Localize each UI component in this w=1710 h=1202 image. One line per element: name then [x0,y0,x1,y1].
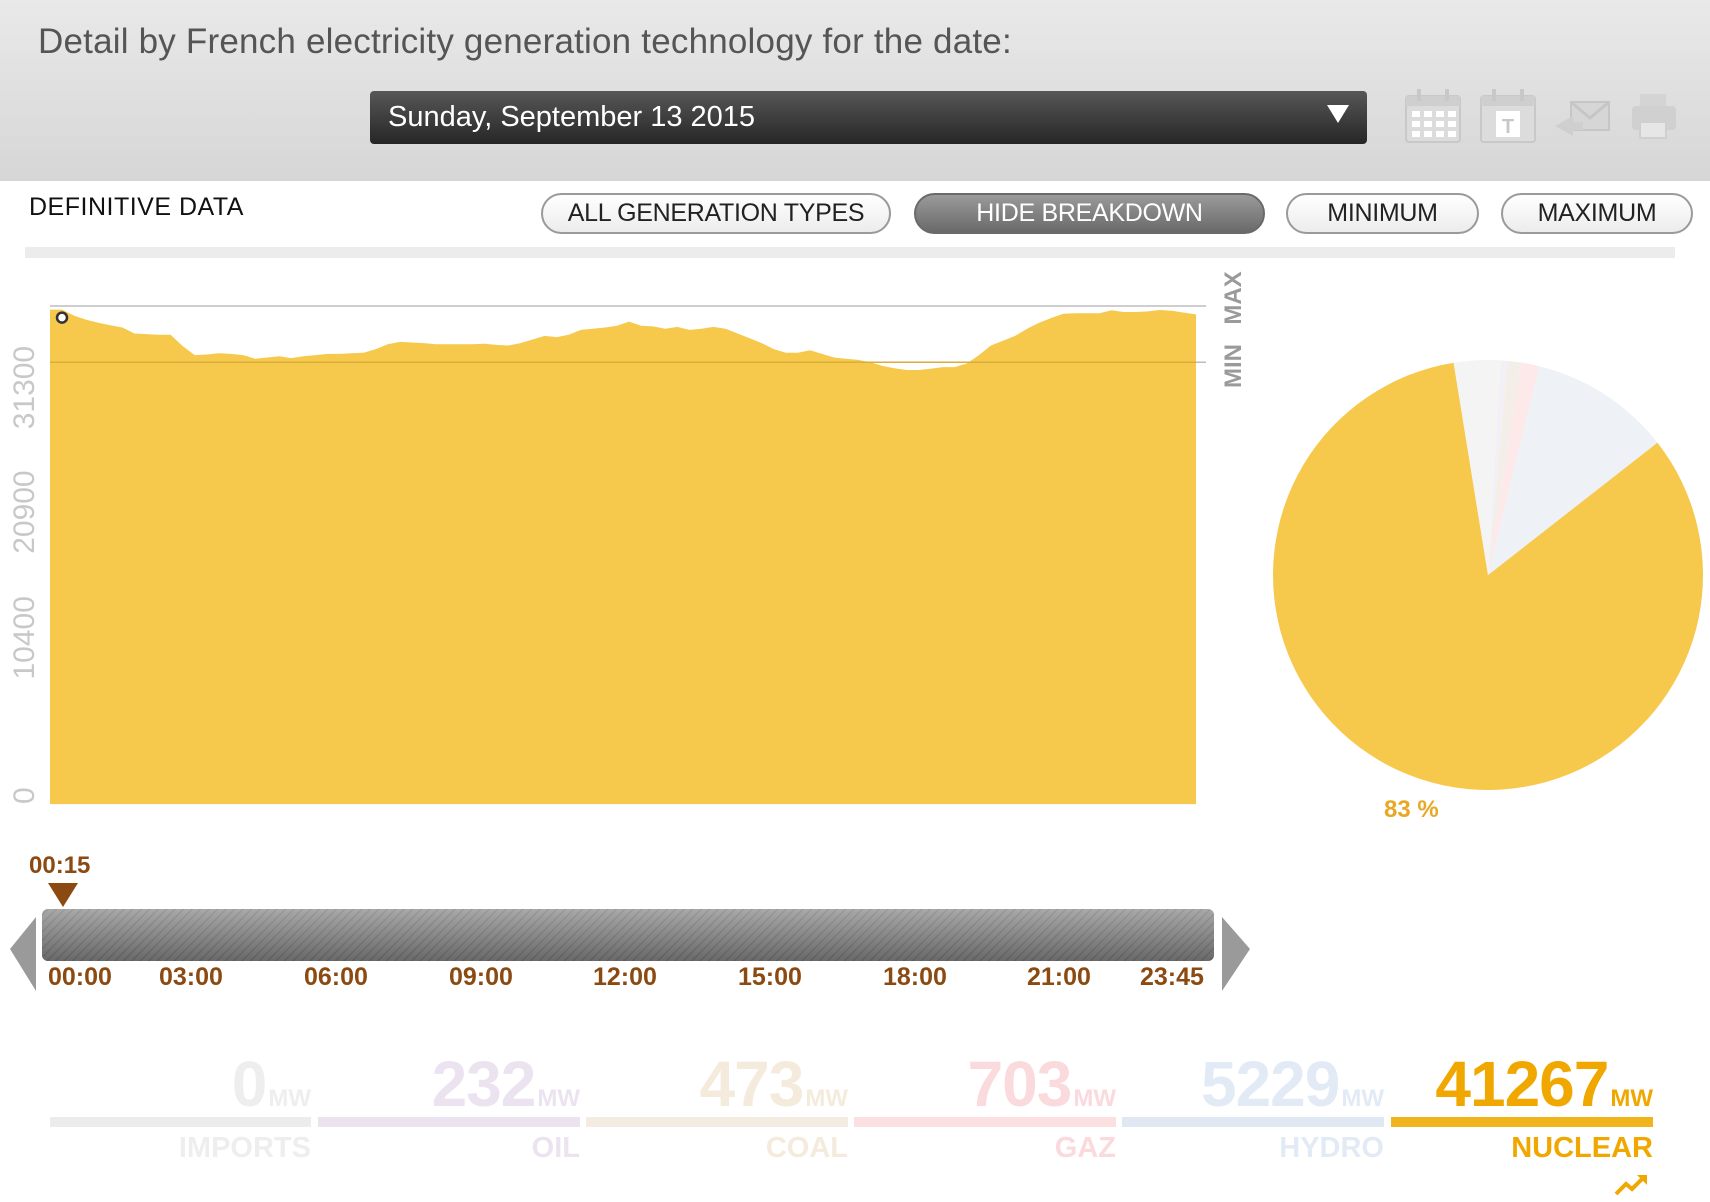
summary-number: 5229 [1200,1048,1340,1120]
hide-breakdown-button[interactable]: HIDE BREAKDOWN [914,193,1265,234]
y-tick-label: 31300 [8,346,41,429]
summary-nuclear[interactable]: 41267MW NUCLEAR [1391,1047,1653,1177]
summary-number: 703 [967,1048,1073,1120]
summary-unit: MW [1610,1085,1653,1112]
pie-slice-nuclear[interactable] [1273,362,1703,790]
summary-hydro[interactable]: 5229MW HYDRO [1122,1047,1384,1177]
y-tick-label: 20900 [8,470,41,553]
timeline-tick-label: 23:45 [1140,963,1204,991]
svg-text:T: T [1502,116,1514,138]
summary-value: 0MW [232,1047,311,1121]
timeline-tick-label: 18:00 [883,963,947,991]
page-title: Detail by French electricity generation … [38,22,1012,61]
timeline-tick-label: 12:00 [593,963,657,991]
timeline-prev-arrow[interactable] [10,917,36,991]
summary-name: COAL [765,1132,848,1164]
pie-slice-oil[interactable] [1488,360,1508,575]
pie-slice-hydro[interactable] [1488,366,1658,575]
summary-color-bar [1122,1117,1384,1127]
header-bar: Detail by French electricity generation … [0,0,1710,181]
summary-unit: MW [1341,1085,1384,1112]
min-label: MIN [1220,344,1247,388]
summary-name: IMPORTS [178,1132,311,1164]
email-icon[interactable] [1553,86,1613,146]
summary-color-bar [586,1117,848,1127]
timeline-tick-label: 21:00 [1027,963,1091,991]
nuclear-area[interactable] [50,309,1196,804]
summary-value: 232MW [432,1047,580,1121]
generation-pie-chart [1273,360,1703,790]
pie-percentage-label: 83 % [1384,796,1439,823]
summary-number: 41267 [1435,1048,1609,1120]
summary-number: 0 [231,1048,268,1120]
summary-name: OIL [531,1132,580,1164]
timeline-next-arrow[interactable] [1222,917,1250,991]
summary-color-bar [1391,1117,1653,1127]
summary-value: 5229MW [1201,1047,1384,1121]
summary-imports[interactable]: 0MW IMPORTS [50,1047,311,1177]
generation-area-chart[interactable]: 0 10400 20900 31300 MIN MAX [0,262,1260,842]
minimum-button[interactable]: MINIMUM [1286,193,1479,234]
timeline-tick-label: 15:00 [738,963,802,991]
time-marker-handle[interactable] [48,883,78,907]
separator [25,247,1675,258]
timeline-tick-label: 09:00 [449,963,513,991]
definitive-data-label: DEFINITIVE DATA [29,193,244,221]
summary-value: 41267MW [1435,1047,1653,1121]
pie-slice-coal[interactable] [1488,360,1521,575]
summary-number: 473 [699,1048,805,1120]
timeline-tick-label: 06:00 [304,963,368,991]
y-tick-label: 0 [8,787,41,804]
timeline-tick-label: 03:00 [159,963,223,991]
timeline-scrubber[interactable] [0,905,1260,995]
pie-slice-other[interactable] [1453,360,1501,575]
today-icon[interactable]: T [1478,86,1538,146]
max-label: MAX [1220,271,1247,324]
calendar-icon[interactable] [1403,86,1463,146]
timeline-tick-label: 00:00 [48,963,112,991]
date-value: Sunday, September 13 2015 [388,101,756,133]
summary-value: 703MW [968,1047,1116,1121]
trend-icon[interactable] [1612,1170,1652,1200]
summary-unit: MW [805,1085,848,1112]
pie-slice-gaz[interactable] [1488,362,1540,575]
summary-color-bar [318,1117,580,1127]
all-generation-types-button[interactable]: ALL GENERATION TYPES [541,193,891,234]
current-point-marker[interactable] [55,311,69,324]
summary-unit: MW [1073,1085,1116,1112]
summary-coal[interactable]: 473MW COAL [586,1047,848,1177]
summary-name: NUCLEAR [1511,1132,1653,1164]
summary-value: 473MW [700,1047,848,1121]
y-tick-label: 10400 [8,596,41,679]
maximum-button[interactable]: MAXIMUM [1501,193,1693,234]
summary-oil[interactable]: 232MW OIL [318,1047,580,1177]
summary-color-bar [854,1117,1116,1127]
date-select[interactable]: Sunday, September 13 2015 [370,91,1367,144]
summary-unit: MW [268,1085,311,1112]
summary-name: GAZ [1054,1132,1116,1164]
summary-color-bar [50,1117,311,1127]
current-time-label: 00:15 [29,852,91,879]
summary-unit: MW [537,1085,580,1112]
summary-name: HYDRO [1279,1132,1384,1164]
print-icon[interactable] [1624,86,1684,146]
summary-number: 232 [431,1048,537,1120]
chevron-down-icon[interactable] [1327,105,1349,123]
summary-gaz[interactable]: 703MW GAZ [854,1047,1116,1177]
